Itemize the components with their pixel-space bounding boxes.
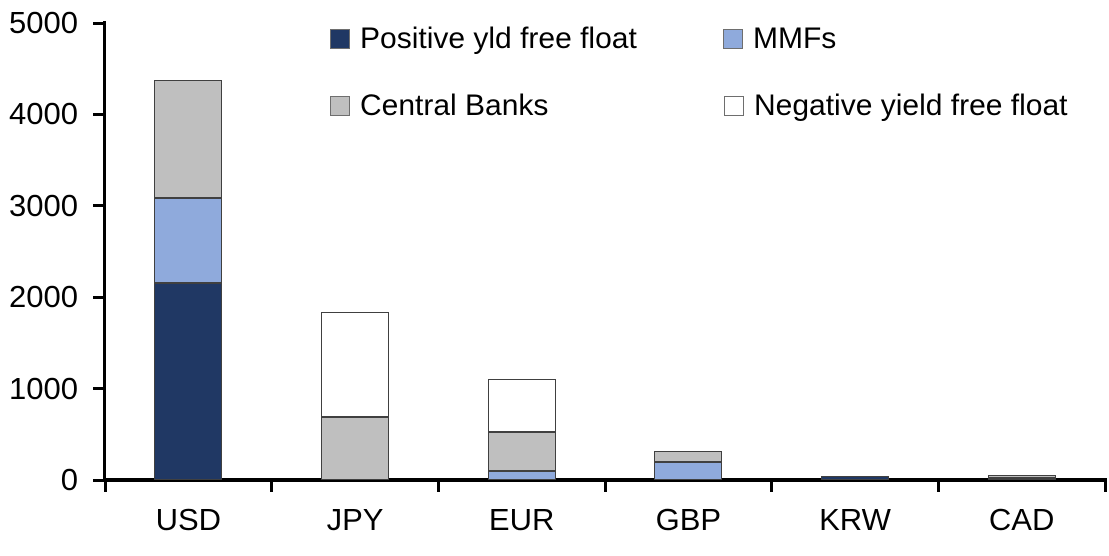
legend-swatch-mmfs [723, 29, 743, 49]
bar-segment-krw-positive-yld-free-float [821, 476, 889, 480]
bar-segment-jpy-negative-yield-free-float [321, 311, 389, 417]
y-axis-tick [93, 387, 105, 391]
legend-item-positive-yld-free-float: Positive yld free float [330, 22, 637, 56]
bar-segment-eur-mmfs [487, 470, 556, 480]
x-axis-tick [270, 482, 274, 492]
legend-swatch-positive-yld-free-float [330, 29, 350, 49]
x-axis-label-usd: USD [155, 502, 222, 537]
bar-segment-usd-central-banks [154, 79, 223, 199]
y-axis-tick [93, 112, 105, 116]
y-axis-label: 0 [60, 462, 78, 497]
legend-item-central-banks: Central Banks [330, 89, 548, 123]
legend-item-negative-yield-free-float: Negative yield free float [724, 89, 1068, 123]
x-axis-tick [103, 482, 107, 492]
y-axis-label: 2000 [9, 279, 78, 315]
y-axis-label: 4000 [9, 96, 78, 132]
legend-label-positive-yld-free-float: Positive yld free float [360, 22, 637, 55]
bar-segment-eur-central-banks [487, 431, 556, 471]
bar-segment-cad-central-banks [987, 474, 1056, 478]
y-axis-label: 5000 [9, 5, 78, 40]
x-axis-tick [936, 482, 940, 492]
legend-label-central-banks: Central Banks [360, 89, 549, 122]
bar-segment-gbp-mmfs [654, 461, 723, 480]
y-axis-label: 3000 [9, 187, 78, 223]
x-axis-label-krw: KRW [819, 502, 891, 537]
bar-segment-gbp-central-banks [654, 450, 723, 462]
x-axis-label-gbp: GBP [655, 502, 722, 537]
bar-segment-usd-mmfs [154, 198, 223, 284]
y-axis-label: 1000 [9, 370, 78, 406]
x-axis-tick [770, 482, 774, 492]
legend-label-mmfs: MMFs [753, 22, 837, 55]
x-axis-line [103, 478, 1107, 482]
bar-segment-jpy-central-banks [321, 416, 389, 480]
legend-swatch-negative-yield-free-float [724, 96, 744, 116]
bar-segment-eur-negative-yield-free-float [487, 378, 556, 432]
x-axis-label-jpy: JPY [326, 502, 384, 537]
legend-label-negative-yield-free-float: Negative yield free float [754, 89, 1068, 122]
y-axis-line [103, 21, 106, 482]
x-axis-tick [436, 482, 440, 492]
y-axis-tick [93, 478, 105, 482]
x-axis-tick [603, 482, 607, 492]
bar-segment-cad-positive-yld-free-float [987, 477, 1056, 480]
x-axis-tick [1103, 482, 1107, 492]
bar-segment-usd-positive-yld-free-float [154, 283, 223, 480]
y-axis-tick [93, 295, 105, 299]
legend-item-mmfs: MMFs [723, 22, 836, 56]
y-axis-tick [93, 21, 105, 25]
legend-swatch-central-banks [330, 96, 350, 116]
y-axis-tick [93, 204, 105, 208]
x-axis-label-cad: CAD [988, 502, 1055, 537]
x-axis-label-eur: EUR [488, 502, 555, 537]
